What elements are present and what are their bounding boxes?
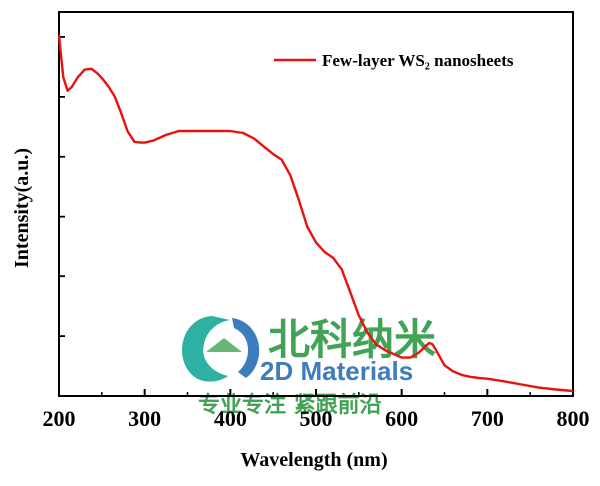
- watermark-brand-cn: 北科纳米: [268, 315, 436, 364]
- legend: Few-layer WS₂ nanosheets: [274, 51, 514, 70]
- legend-label: Few-layer WS₂ nanosheets: [322, 51, 514, 70]
- watermark: 北科纳米 2D Materials 专业专注 紧跟前沿: [182, 315, 436, 418]
- x-axis-title: Wavelength (nm): [240, 449, 387, 471]
- x-tick-label: 800: [557, 406, 590, 431]
- x-tick-label: 400: [214, 406, 247, 431]
- series-layer: [57, 34, 574, 393]
- x-tick-label: 600: [385, 406, 418, 431]
- series-line: [57, 34, 574, 393]
- y-axis-title: Intensity(a.u.): [11, 148, 33, 268]
- x-tick-label: 200: [43, 406, 76, 431]
- axes: 200 300 400 500 600 700 800: [43, 11, 590, 431]
- x-tick-label: 700: [471, 406, 504, 431]
- x-tick-label: 300: [128, 406, 161, 431]
- x-tick-label: 500: [300, 406, 333, 431]
- watermark-brand-en: 2D Materials: [260, 356, 413, 386]
- bk-nano-logo-icon: [182, 316, 260, 382]
